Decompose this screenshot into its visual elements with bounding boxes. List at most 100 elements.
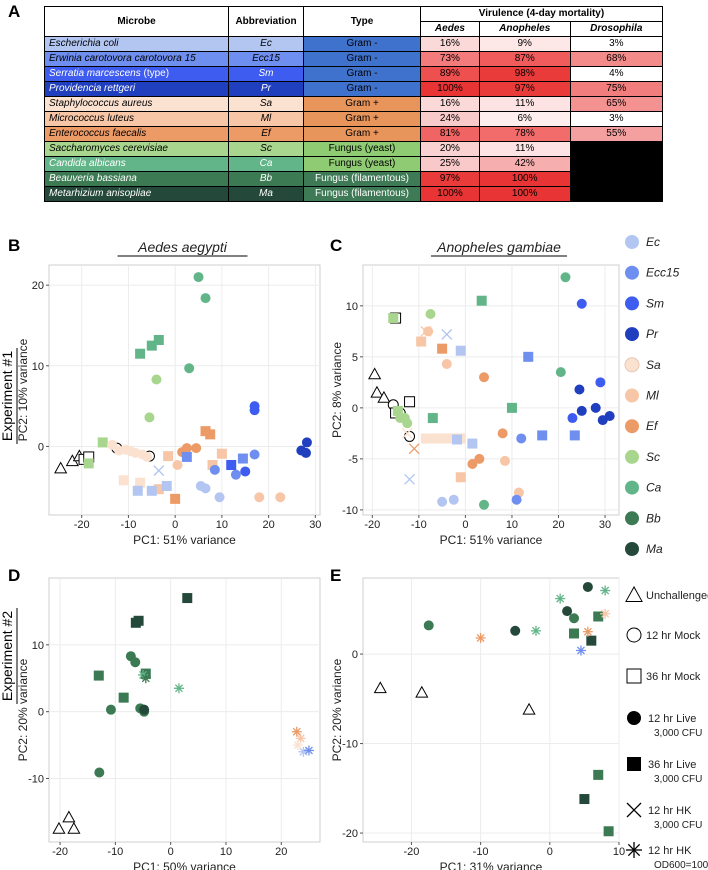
header-drosophila: Drosophila (569, 21, 664, 37)
point-square (569, 628, 580, 639)
table-row: Erwinia carotovora carotovora 15 Ecc15 Gra… (44, 51, 664, 67)
shape-legend-sublabel: OD600=100 (654, 860, 708, 870)
chart-e: -20 -10 0 10 -20 -10 0 PC1: 31% variance PC2: 20… (330, 577, 625, 870)
legend-label: Sm (646, 296, 664, 310)
point-circle (437, 496, 448, 507)
cell-aedes: 16% (420, 96, 480, 112)
point-square (153, 335, 164, 345)
point-circle (511, 494, 522, 505)
point-circle (151, 374, 162, 385)
point-square-open (404, 396, 416, 408)
plot-frame (48, 577, 321, 843)
microbe-legend: Ec Ecc15 Sm Pr Sa Ml Ef Sc Ca Bb Ma (624, 235, 680, 556)
cell-type: Gram + (303, 126, 421, 142)
point-square (181, 451, 192, 462)
point-circle (94, 767, 105, 778)
point-x (153, 465, 165, 477)
chart-title: Anopheles gambiae (436, 239, 561, 255)
point-circle (627, 711, 641, 725)
point-triangle (54, 461, 68, 474)
point-circle (576, 298, 587, 309)
y-tick-label: 20 (32, 280, 44, 292)
x-tick-label: -10 (120, 519, 136, 531)
point-star (555, 593, 566, 604)
cell-type: Fungus (yeast) (303, 156, 421, 172)
x-tick-label: -10 (473, 846, 489, 858)
cell-microbe: Candida albicans (44, 156, 229, 172)
legend-label: Ca (646, 481, 662, 495)
point-square (579, 794, 590, 805)
point-x (408, 443, 420, 455)
legend-label: Sc (646, 450, 660, 464)
legend-label: Sa (646, 358, 661, 372)
point-circle (604, 411, 615, 422)
shape-legend-item: Unchallenged (625, 585, 708, 602)
point-circle (209, 464, 220, 475)
x-tick-label: -20 (403, 846, 419, 858)
y-tick-label: -20 (342, 828, 358, 840)
shape-legend-item: 36 hr Live 3,000 CFU (627, 757, 702, 785)
table-row: Escherichia coli Ec Gram -16% 9% 3% (44, 36, 664, 52)
shape-legend-sublabel: 3,000 CFU (654, 820, 702, 831)
cell-aedes: 24% (420, 111, 480, 127)
cell-microbe: Enterococcus faecalis (44, 126, 229, 142)
legend-label: Ml (646, 389, 659, 403)
point-square (207, 460, 218, 470)
shape-legend-label: 36 hr Mock (646, 671, 701, 683)
point-star (140, 673, 151, 684)
y-tick-label: -10 (28, 774, 44, 786)
legend-swatch (625, 511, 639, 526)
point-square (153, 484, 164, 495)
point-square (455, 345, 466, 356)
point-square (569, 430, 580, 441)
cell-microbe: Staphylococcus aureus (44, 96, 229, 112)
point-circle (516, 433, 527, 444)
x-tick-label: 0 (462, 519, 468, 531)
point-circle (576, 405, 587, 416)
legend-item: Ecc15 (625, 265, 680, 280)
legend-label: Bb (646, 511, 661, 525)
y-tick-label: 10 (32, 361, 44, 373)
point-square (627, 757, 641, 771)
header-anopheles: Anopheles (478, 21, 571, 37)
point-circle (423, 620, 434, 631)
point-triangle (522, 702, 536, 715)
point-square (118, 692, 129, 703)
cell-anopheles: 97% (478, 81, 571, 97)
shape-legend-label: 12 hr HK (648, 845, 692, 857)
point-star (575, 645, 586, 656)
point-circle (249, 405, 260, 416)
cell-drosophila (569, 171, 664, 187)
point-triangle (373, 681, 387, 694)
legend-item: Pr (625, 327, 659, 342)
legend-item: Bb (625, 511, 661, 526)
point-square (118, 475, 129, 486)
x-tick-label: -10 (411, 519, 427, 531)
point-x (441, 328, 453, 340)
x-tick-label: 30 (599, 519, 611, 531)
cell-microbe: Escherichia coli (44, 36, 229, 52)
point-triangle (52, 821, 66, 834)
experiment-2-label: Experiment #2 (0, 608, 18, 704)
point-square (388, 313, 399, 324)
panel-label-b: B (8, 236, 21, 255)
cell-aedes: 81% (420, 126, 480, 142)
point-square (420, 433, 431, 444)
y-axis-label: PC2: 10% variance (16, 338, 30, 441)
point-triangle (368, 367, 382, 380)
x-tick-label: 0 (168, 846, 174, 858)
cell-microbe: Beauveria bassiana (44, 171, 229, 187)
point-circle (249, 449, 260, 460)
shape-legend-item: 12 hr HK OD600=100 (626, 842, 708, 870)
point-circle (107, 439, 118, 450)
point-circle (555, 367, 566, 378)
legend-item: Ef (625, 419, 659, 434)
point-square (593, 611, 604, 622)
point-circle (402, 418, 413, 429)
experiment-1-label: Experiment #1 (0, 348, 18, 444)
legend-swatch (625, 480, 639, 495)
legend-swatch (625, 419, 639, 434)
plot-frame (48, 264, 321, 516)
point-square (135, 348, 146, 359)
cell-type: Gram + (303, 111, 421, 127)
